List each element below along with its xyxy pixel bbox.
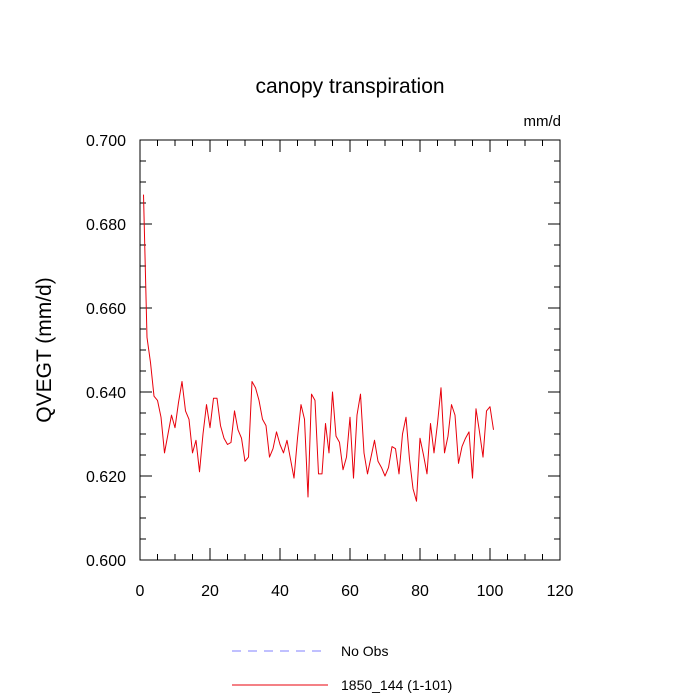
chart-title: canopy transpiration [255, 75, 444, 98]
x-tick-label: 80 [411, 583, 429, 600]
y-tick-labels: 0.600 0.620 0.640 0.660 0.680 0.700 [86, 133, 126, 570]
y-tick-label: 0.660 [86, 301, 126, 318]
x-tick-label: 20 [201, 583, 219, 600]
x-tick-label: 100 [477, 583, 504, 600]
y-tick-label: 0.680 [86, 217, 126, 234]
y-tick-label: 0.700 [86, 133, 126, 150]
y-tick-label: 0.640 [86, 385, 126, 402]
x-tick-label: 120 [547, 583, 574, 600]
x-tick-label: 40 [271, 583, 289, 600]
legend-label-series: 1850_144 (1-101) [341, 677, 452, 693]
x-tick-label: 0 [136, 583, 145, 600]
y-axis-label: QVEGT (mm/d) [33, 277, 56, 422]
legend: No Obs 1850_144 (1-101) [232, 643, 452, 693]
x-tick-label: 60 [341, 583, 359, 600]
legend-label-no-obs: No Obs [341, 643, 388, 659]
y-tick-label: 0.600 [86, 553, 126, 570]
axis-ticks [139, 139, 561, 561]
series-line [143, 194, 494, 502]
plot-frame [139, 139, 561, 561]
y-tick-label: 0.620 [86, 469, 126, 486]
x-tick-labels: 0 20 40 60 80 100 120 [136, 583, 574, 600]
units-label: mm/d [524, 113, 562, 130]
